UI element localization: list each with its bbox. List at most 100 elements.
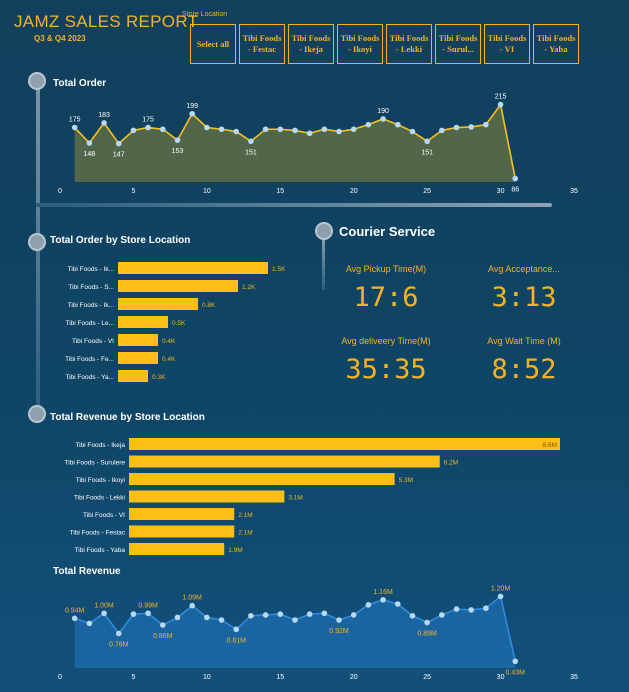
avg-pickup-time-value: 17:6 — [353, 282, 419, 313]
x-tick-label: 25 — [423, 674, 431, 681]
data-label: 1.00M — [94, 602, 114, 609]
data-point — [262, 612, 269, 618]
bar — [118, 280, 238, 292]
category-label: Tibi Foods - Surulere — [65, 460, 126, 467]
data-label: 1.2K — [242, 284, 256, 291]
total-order-line-chart: 175 148 183 147 175 153 199 151 190 151 215 86 0 5 10 1… — [58, 94, 578, 195]
data-point — [483, 605, 489, 612]
data-point — [101, 120, 107, 126]
data-point — [439, 127, 445, 134]
data-label: 8.6M — [543, 442, 557, 449]
data-point — [439, 612, 445, 618]
data-point — [262, 126, 269, 133]
report-title: JAMZ SALES REPORT — [14, 12, 199, 31]
data-point — [233, 626, 240, 633]
data-point — [468, 124, 475, 130]
data-label: 0.99M — [138, 602, 158, 609]
data-point — [350, 612, 357, 618]
data-label: 0.4K — [162, 356, 176, 363]
category-label: Tibi Foods - Ya... — [65, 374, 114, 381]
data-point — [277, 611, 284, 617]
data-point — [336, 128, 342, 135]
data-point — [468, 607, 475, 613]
timeline-vertical-line — [36, 84, 40, 420]
total-revenue-line-chart: 0.94M 1.00M 0.76M 0.99M 0.86M 1.09M 0.81M 0.92M… — [58, 585, 578, 681]
data-label: 0.5K — [172, 320, 186, 327]
data-point — [248, 612, 254, 619]
data-label: 86 — [511, 187, 519, 194]
bar — [129, 543, 225, 555]
data-point — [130, 127, 137, 134]
x-tick-label: 10 — [203, 188, 211, 195]
slicer-option-0[interactable]: Select all — [190, 24, 236, 64]
slicer-option-1[interactable]: Tibi Foods - Festac — [239, 24, 285, 64]
data-point — [86, 620, 93, 627]
bar — [118, 298, 198, 310]
data-point — [204, 124, 210, 131]
total-order-title: Total Order — [53, 78, 107, 89]
data-point — [145, 610, 151, 617]
bar — [129, 508, 235, 520]
data-point — [380, 596, 386, 603]
data-label: 2.1M — [238, 512, 252, 519]
data-point — [204, 614, 210, 621]
data-point — [497, 593, 504, 600]
data-point — [394, 601, 401, 607]
bar — [118, 334, 158, 346]
data-label: 175 — [69, 117, 81, 124]
data-point — [189, 110, 195, 117]
data-label: 1.5K — [272, 266, 286, 273]
avg-wait-time-label: Avg Wait Time (M) — [487, 336, 561, 346]
avg-acceptance-label: Avg Acceptance... — [488, 264, 560, 274]
data-label: 0.92M — [329, 628, 349, 635]
section-knob-revenue-by-store — [28, 405, 46, 423]
data-point — [218, 126, 225, 133]
x-tick-label: 15 — [276, 188, 284, 195]
category-label: Tibi Foods - Ik... — [68, 266, 115, 273]
data-label: 148 — [84, 151, 96, 158]
category-label: Tibi Foods - Festac — [70, 530, 126, 537]
x-tick-label: 35 — [570, 188, 578, 195]
x-tick-label: 20 — [350, 188, 358, 195]
data-label: 151 — [245, 149, 257, 156]
data-point — [380, 116, 386, 122]
x-tick-label: 35 — [570, 674, 578, 681]
data-label: 0.3K — [152, 374, 166, 381]
category-label: Tibi Foods - Ik... — [68, 302, 115, 309]
data-label: 0.81M — [226, 637, 246, 644]
data-label: 6.2M — [444, 460, 458, 467]
data-label: 190 — [377, 108, 389, 115]
data-point — [233, 128, 240, 135]
data-point — [424, 138, 430, 145]
data-point — [424, 619, 430, 626]
courier-timeline-line — [322, 234, 325, 290]
data-point — [453, 124, 460, 131]
data-label: 1.09M — [182, 595, 202, 602]
slicer-option-5[interactable]: Tibi Foods - Surul... — [435, 24, 481, 64]
data-point — [86, 140, 93, 146]
data-point — [160, 622, 166, 628]
data-label: 0.8K — [202, 302, 216, 309]
data-point — [512, 658, 519, 665]
slicer-option-4[interactable]: Tibi Foods - Lekki — [386, 24, 432, 64]
data-label: 147 — [113, 152, 125, 159]
category-label: Tibi Foods - Le... — [65, 320, 114, 327]
data-point — [365, 602, 372, 608]
data-point — [174, 137, 181, 143]
slicer-option-2[interactable]: Tibi Foods - Ikeja — [288, 24, 334, 64]
slicer-option-6[interactable]: Tibi Foods - VI — [484, 24, 530, 64]
data-point — [336, 617, 342, 623]
slicer-option-3[interactable]: Tibi Foods - Ikoyi — [337, 24, 383, 64]
data-point — [101, 610, 107, 617]
slicer-option-7[interactable]: Tibi Foods - Yaba — [533, 24, 579, 64]
data-label: 0.43M — [506, 669, 526, 676]
data-label: 5.3M — [399, 477, 413, 484]
data-point — [350, 126, 357, 133]
data-point — [71, 615, 78, 622]
data-point — [409, 612, 416, 619]
avg-wait-time-value: 8:52 — [491, 354, 557, 385]
data-label: 0.76M — [109, 641, 129, 648]
data-label: 215 — [495, 94, 507, 101]
bar — [118, 370, 148, 382]
category-label: Tibi Foods - Ikeja — [75, 442, 125, 449]
